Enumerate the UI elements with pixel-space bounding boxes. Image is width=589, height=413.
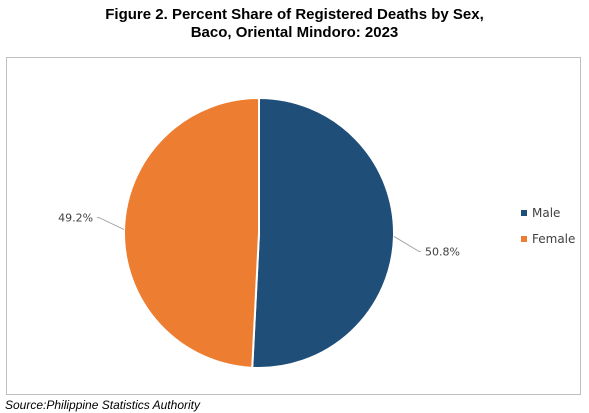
data-label-female: 49.2% xyxy=(58,212,93,225)
source-note: Source:Philippine Statistics Authority xyxy=(5,398,200,412)
pie-slice-male xyxy=(251,96,396,369)
chart-title-line-2: Baco, Oriental Mindoro: 2023 xyxy=(190,24,399,41)
legend-label-male: Male xyxy=(532,206,560,220)
legend-swatch-male xyxy=(521,210,527,216)
pie-slice-female xyxy=(123,96,260,369)
chart-title-line-1: Figure 2. Percent Share of Registered De… xyxy=(105,6,484,23)
chart-title: Figure 2. Percent Share of Registered De… xyxy=(0,6,589,42)
pie-chart: 50.8% 49.2% Male Female xyxy=(58,96,575,369)
chart-area: 50.8% 49.2% Male Female xyxy=(6,57,581,395)
legend-swatch-female xyxy=(521,236,527,242)
leader-line-male xyxy=(393,235,421,252)
legend-label-female: Female xyxy=(532,232,575,246)
data-label-male: 50.8% xyxy=(425,245,460,258)
leader-line-female xyxy=(97,217,125,231)
